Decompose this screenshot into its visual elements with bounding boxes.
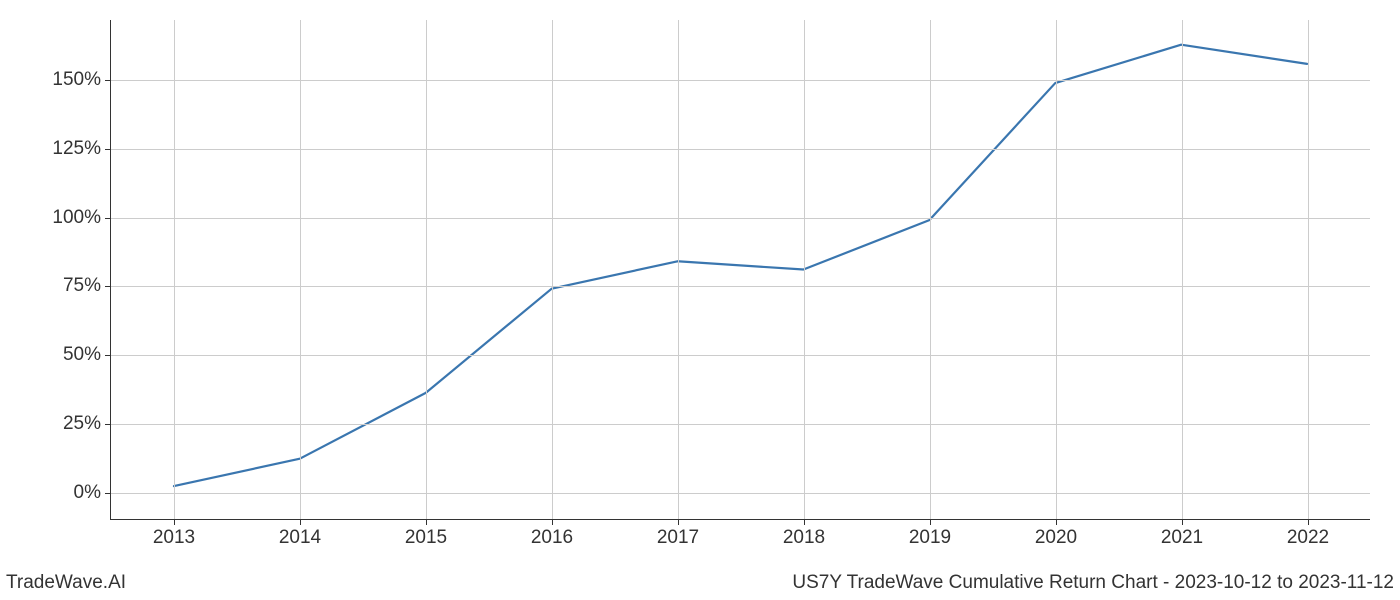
y-tick-label: 75% <box>63 275 111 297</box>
x-tick-label: 2016 <box>531 519 573 549</box>
footer-left-text: TradeWave.AI <box>6 572 126 594</box>
grid-line-vertical <box>174 20 175 519</box>
footer-right-text: US7Y TradeWave Cumulative Return Chart -… <box>792 572 1394 594</box>
grid-line-vertical <box>1056 20 1057 519</box>
x-tick-label: 2021 <box>1161 519 1203 549</box>
grid-line-vertical <box>930 20 931 519</box>
x-tick-label: 2017 <box>657 519 699 549</box>
x-tick-label: 2019 <box>909 519 951 549</box>
x-tick-label: 2013 <box>153 519 195 549</box>
y-tick-label: 150% <box>52 69 111 91</box>
x-tick-label: 2018 <box>783 519 825 549</box>
plot-area: 0%25%50%75%100%125%150%20132014201520162… <box>110 20 1370 520</box>
y-tick-label: 25% <box>63 413 111 435</box>
line-series <box>174 45 1307 486</box>
x-tick-label: 2022 <box>1287 519 1329 549</box>
grid-line-vertical <box>1182 20 1183 519</box>
grid-line-vertical <box>804 20 805 519</box>
y-tick-label: 100% <box>52 207 111 229</box>
y-tick-label: 125% <box>52 138 111 160</box>
grid-line-vertical <box>678 20 679 519</box>
x-tick-label: 2020 <box>1035 519 1077 549</box>
chart-container: 0% 25% 50% 75% 100% 125% 150% 2013 2014 2015 2016 2… <box>0 0 1400 600</box>
grid-line-vertical <box>552 20 553 519</box>
y-tick-label: 0% <box>74 482 111 504</box>
grid-line-vertical <box>426 20 427 519</box>
y-tick-label: 50% <box>63 344 111 366</box>
grid-line-vertical <box>300 20 301 519</box>
x-tick-label: 2015 <box>405 519 447 549</box>
grid-line-vertical <box>1308 20 1309 519</box>
x-tick-label: 2014 <box>279 519 321 549</box>
